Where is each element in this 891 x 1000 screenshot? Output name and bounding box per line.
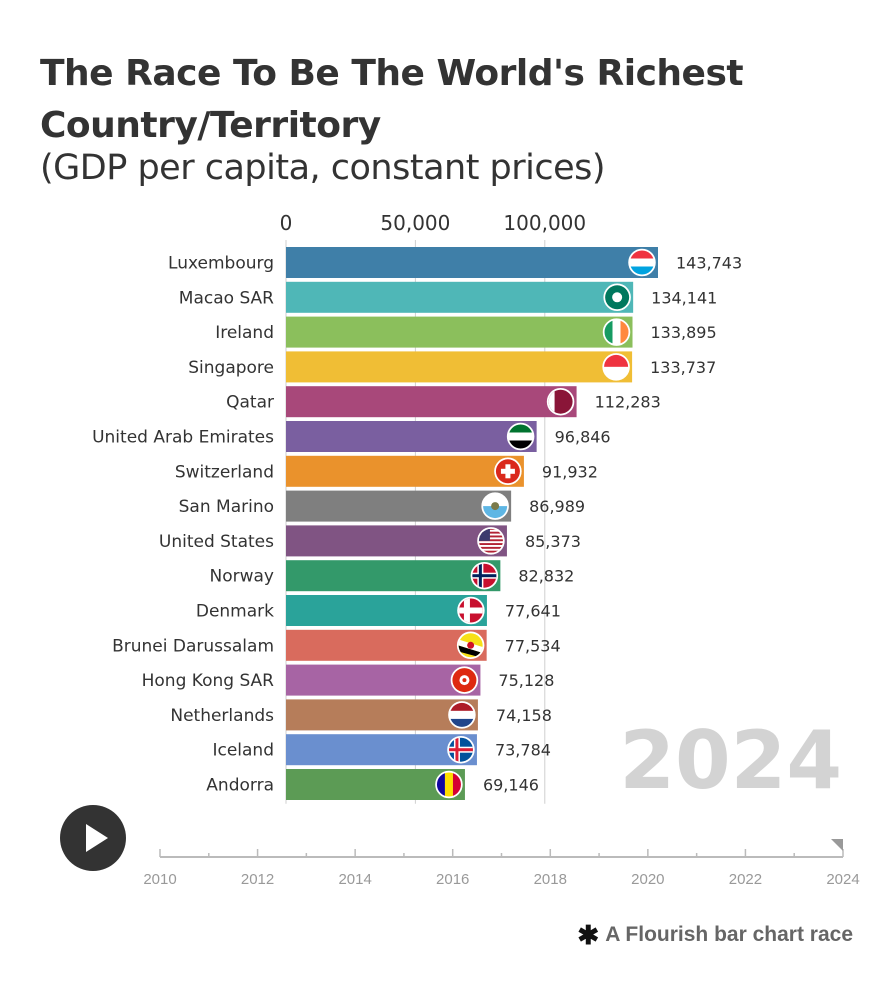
- category-label: Luxembourg: [168, 254, 274, 274]
- timeline-slider[interactable]: 2010 2012 2014 2016 2018 2020 2022 2024: [130, 830, 860, 900]
- flag-fill: [604, 320, 629, 345]
- category-label: Qatar: [226, 393, 274, 413]
- timeline-year-label: 2012: [241, 871, 274, 888]
- value-label: 73,784: [495, 741, 551, 760]
- flag-fill: [508, 424, 533, 449]
- flag-fill: [548, 389, 573, 414]
- bar: [286, 421, 537, 452]
- category-label: Macao SAR: [179, 288, 274, 308]
- category-label: United Arab Emirates: [92, 428, 274, 448]
- timeline-year-label: 2022: [729, 871, 762, 888]
- category-label: San Marino: [179, 497, 274, 517]
- flag-fill: [448, 737, 473, 762]
- bar: [286, 316, 633, 348]
- timeline-year-label: 2014: [338, 871, 371, 888]
- timeline-year-label: 2018: [534, 871, 567, 888]
- category-label: Iceland: [212, 741, 274, 761]
- x-tick-label: 100,000: [503, 211, 586, 235]
- category-label: Ireland: [215, 323, 274, 343]
- asterisk-icon: ✱: [577, 920, 600, 950]
- bar: [286, 629, 487, 661]
- value-label: 112,283: [595, 393, 661, 412]
- flag-fill: [436, 772, 461, 797]
- play-icon: [86, 824, 108, 852]
- value-label: 82,832: [518, 567, 574, 586]
- value-label: 133,895: [651, 323, 717, 342]
- value-label: 77,534: [505, 636, 561, 655]
- flourish-credit-text: A Flourish bar chart race: [605, 923, 853, 946]
- category-label: Brunei Darussalam: [112, 636, 274, 656]
- flag-fill: [630, 250, 654, 275]
- chart-title: The Race To Be The World's Richest Count…: [40, 53, 744, 146]
- flag-fill: [495, 459, 520, 484]
- play-button[interactable]: [60, 805, 126, 871]
- flag-fill: [458, 598, 483, 623]
- bar: [286, 455, 524, 487]
- flag-fill: [449, 702, 474, 727]
- flag-fill: [452, 668, 477, 693]
- flag-fill: [483, 494, 508, 519]
- flag-fill: [478, 528, 503, 553]
- bar: [286, 490, 512, 522]
- flag-fill: [472, 563, 497, 588]
- category-label: Switzerland: [175, 462, 274, 482]
- x-tick-label: 0: [280, 211, 293, 235]
- timeline-year-label: 2010: [143, 871, 176, 888]
- flag-fill: [605, 285, 630, 310]
- value-label: 86,989: [529, 497, 585, 516]
- bar: [286, 281, 634, 313]
- bar-chart: 0 50,000 100,000 Luxembourg 143,743 Macao SAR…: [92, 211, 842, 807]
- chart-subtitle: (GDP per capita, constant prices): [40, 148, 606, 188]
- value-label: 134,141: [651, 288, 717, 307]
- value-label: 96,846: [555, 428, 611, 447]
- value-label: 85,373: [525, 532, 581, 551]
- bar: [286, 734, 477, 766]
- category-label: Norway: [210, 567, 275, 587]
- category-label: Singapore: [188, 358, 274, 378]
- value-label: 74,158: [496, 706, 552, 725]
- category-label: Denmark: [196, 602, 274, 622]
- flag-fill: [604, 354, 629, 379]
- value-label: 91,932: [542, 462, 598, 481]
- value-label: 77,641: [505, 602, 561, 621]
- timeline-year-label: 2016: [436, 871, 469, 888]
- category-label: Andorra: [206, 776, 274, 796]
- timeline-handle[interactable]: [831, 839, 843, 851]
- bar: [286, 560, 501, 592]
- bar: [286, 525, 507, 557]
- x-tick-label: 50,000: [380, 211, 450, 235]
- bar: [286, 595, 487, 626]
- bar: [286, 699, 478, 731]
- timeline-year-label: 2020: [631, 871, 664, 888]
- category-label: Hong Kong SAR: [142, 671, 275, 691]
- bar: [286, 386, 577, 418]
- bar: [286, 351, 633, 383]
- category-label: United States: [159, 532, 274, 552]
- value-label: 133,737: [650, 358, 716, 377]
- bar: [286, 769, 465, 800]
- value-label: 75,128: [498, 671, 554, 690]
- timeline-year-label: 2024: [826, 871, 859, 888]
- bar: [286, 247, 658, 278]
- flag-fill: [458, 633, 483, 658]
- bar: [286, 664, 481, 696]
- current-year-label: 2024: [619, 714, 842, 807]
- category-label: Netherlands: [170, 706, 274, 726]
- value-label: 143,743: [676, 254, 742, 273]
- flourish-credit[interactable]: ✱ A Flourish bar chart race: [577, 922, 853, 948]
- value-label: 69,146: [483, 776, 539, 795]
